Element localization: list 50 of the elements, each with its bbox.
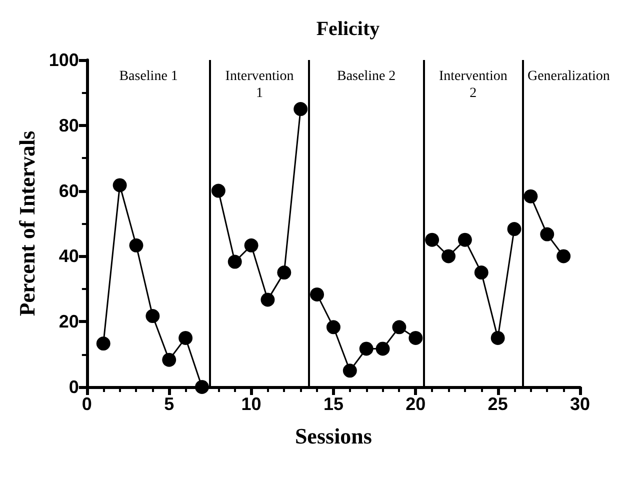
y-tick-label: 20 bbox=[58, 312, 79, 332]
point bbox=[376, 342, 390, 356]
x-tick-label: 0 bbox=[82, 394, 92, 414]
point bbox=[342, 364, 357, 378]
x-tick-label: 30 bbox=[570, 394, 590, 414]
chart-title: Felicity bbox=[316, 18, 380, 40]
point bbox=[392, 320, 406, 334]
point bbox=[260, 292, 275, 307]
point bbox=[178, 330, 193, 345]
point bbox=[556, 249, 571, 264]
annotation: Baseline 1 bbox=[119, 69, 178, 84]
x-tick-label: 15 bbox=[323, 394, 344, 414]
y-axis-title: Percent of Intervals bbox=[14, 130, 40, 316]
point bbox=[442, 249, 456, 264]
point bbox=[294, 102, 308, 116]
point bbox=[244, 238, 258, 252]
y-tick-label: 40 bbox=[58, 246, 79, 266]
x-axis-title: Sessions bbox=[294, 424, 372, 448]
annotation: Intervention 2 bbox=[438, 69, 508, 101]
x-tick-label: 25 bbox=[488, 394, 508, 414]
point bbox=[129, 238, 144, 252]
point bbox=[474, 266, 488, 280]
point bbox=[310, 287, 324, 302]
point bbox=[277, 266, 292, 280]
point bbox=[211, 184, 226, 198]
point bbox=[425, 232, 440, 247]
point bbox=[112, 178, 127, 192]
point bbox=[162, 352, 176, 367]
point bbox=[408, 330, 423, 345]
y-tick-label: 60 bbox=[58, 180, 79, 201]
point bbox=[490, 330, 505, 345]
point bbox=[524, 189, 538, 204]
annotation: Baseline 2 bbox=[336, 69, 396, 84]
point bbox=[458, 232, 472, 247]
point bbox=[359, 342, 374, 356]
y-tick-label: 100 bbox=[48, 50, 79, 70]
x-tick-label: 20 bbox=[406, 394, 426, 414]
point bbox=[146, 309, 160, 324]
annotation: Generalization bbox=[527, 69, 610, 84]
point bbox=[228, 254, 242, 269]
point bbox=[326, 320, 340, 334]
point bbox=[507, 222, 522, 236]
point bbox=[540, 227, 554, 242]
x-tick-label: 10 bbox=[241, 394, 262, 414]
point bbox=[194, 380, 209, 394]
point bbox=[96, 336, 110, 351]
x-tick-label: 5 bbox=[164, 394, 174, 414]
y-tick-label: 80 bbox=[58, 115, 79, 136]
y-tick-label: 0 bbox=[68, 377, 79, 397]
annotation: Intervention 1 bbox=[225, 69, 294, 101]
